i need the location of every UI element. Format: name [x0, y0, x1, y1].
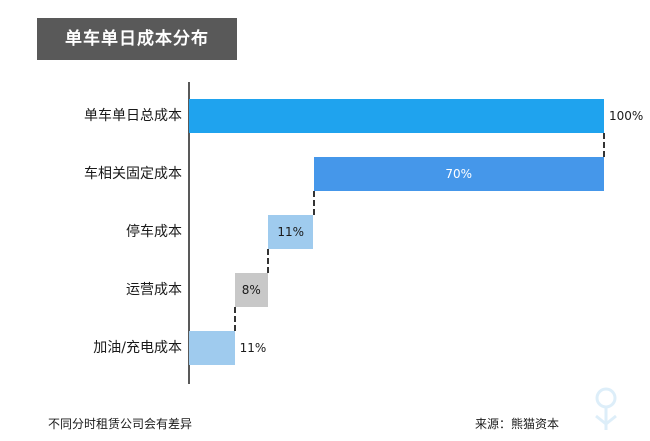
footnote: 不同分时租赁公司会有差异: [48, 417, 193, 431]
bar: [267, 215, 314, 249]
category-label: 车相关固定成本: [84, 166, 182, 182]
chart-title: 单车单日成本分布: [37, 18, 237, 60]
connector-line: [603, 133, 605, 157]
category-axis-line: [188, 82, 190, 384]
bar: [189, 99, 604, 133]
category-label: 单车单日总成本: [84, 108, 182, 124]
data-label: 11%: [277, 225, 304, 239]
connector-line: [312, 191, 315, 215]
watermark-logo-icon: [595, 387, 617, 430]
bar: [189, 331, 235, 365]
category-label: 停车成本: [126, 224, 182, 240]
connector-line: [266, 249, 269, 273]
category-label: 加油/充电成本: [93, 340, 182, 356]
bar: [234, 273, 268, 307]
category-label: 运营成本: [126, 282, 182, 298]
data-label: 100%: [609, 109, 644, 123]
bar: [313, 157, 604, 191]
data-label: 11%: [239, 341, 267, 355]
data-label: 70%: [445, 167, 473, 181]
data-label: 8%: [241, 283, 261, 297]
connector-line: [233, 307, 236, 331]
source-label: 来源：熊猫资本: [474, 417, 559, 431]
